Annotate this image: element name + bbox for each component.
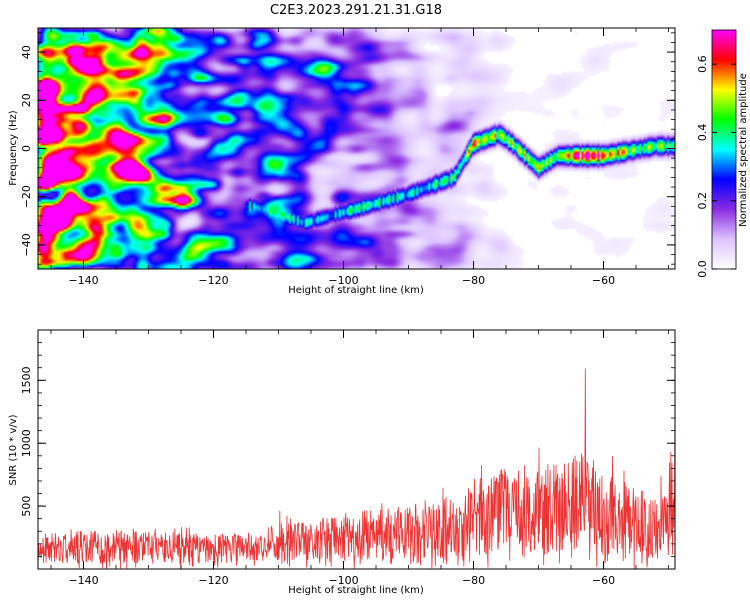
snr-series-line: [38, 368, 675, 569]
snr-y-tick-label: 1500: [20, 366, 33, 394]
colorbar-bar: [711, 29, 737, 270]
spectrogram-x-tick-label: −60: [592, 274, 615, 287]
colorbar-ticks: 0.0 0.2 0.4 0.6: [696, 55, 736, 278]
snr-plot-area: [38, 330, 675, 569]
spectrogram-x-tick-label: −140: [68, 274, 98, 287]
spectrogram-x-axis-label: Height of straight line (km): [288, 285, 424, 296]
snr-panel: −140 −120 −100 −80 −60 500 1000 1500 Height of …: [8, 329, 676, 596]
spectrogram-axes: −140 −120 −100 −80 −60 −40 −20 0 20 40: [20, 27, 676, 287]
colorbar-label: Normalized spectral amplitude: [738, 73, 749, 227]
spectrogram-y-tick-label: −20: [20, 185, 33, 208]
snr-x-axis-label: Height of straight line (km): [288, 585, 424, 596]
snr-y-tick-label: 500: [20, 496, 33, 517]
figure-title: C2E3.2023.291.21.31.G18: [270, 3, 442, 18]
spectrogram-y-tick-label: −40: [20, 233, 33, 256]
colorbar-tick-label: 0.4: [696, 124, 709, 142]
snr-axes: −140 −120 −100 −80 −60 500 1000 1500: [20, 329, 676, 587]
spectrogram-y-tick-label: 20: [20, 93, 33, 107]
colorbar-tick-label: 0.0: [696, 260, 709, 278]
spectrogram-y-tick-label: 40: [20, 45, 33, 59]
spectrogram-panel: −140 −120 −100 −80 −60 −40 −20 0 20 40 Height of …: [8, 27, 676, 296]
snr-x-tick-label: −60: [592, 574, 615, 587]
colorbar-tick-label: 0.6: [696, 55, 709, 73]
spectrogram-y-axis-label: Frequency (Hz): [8, 110, 19, 186]
snr-x-tick-label: −100: [328, 574, 358, 587]
spectrogram-x-tick-label: −80: [462, 274, 485, 287]
snr-frame: [37, 329, 676, 570]
spectrogram-x-tick-label: −120: [198, 274, 228, 287]
snr-x-tick-label: −120: [198, 574, 228, 587]
spectrogram-heatmap: [38, 28, 675, 269]
colorbar-tick-label: 0.2: [696, 192, 709, 210]
spectrogram-x-tick-label: −100: [328, 274, 358, 287]
snr-y-axis-label: SNR (10 * v/v): [8, 414, 19, 485]
snr-y-tick-label: 1000: [20, 429, 33, 457]
colorbar: 0.0 0.2 0.4 0.6 Normalized spectral amplitu…: [696, 29, 749, 278]
snr-x-tick-label: −140: [68, 574, 98, 587]
snr-x-tick-label: −80: [462, 574, 485, 587]
spectrogram-y-tick-label: 0: [20, 145, 33, 152]
